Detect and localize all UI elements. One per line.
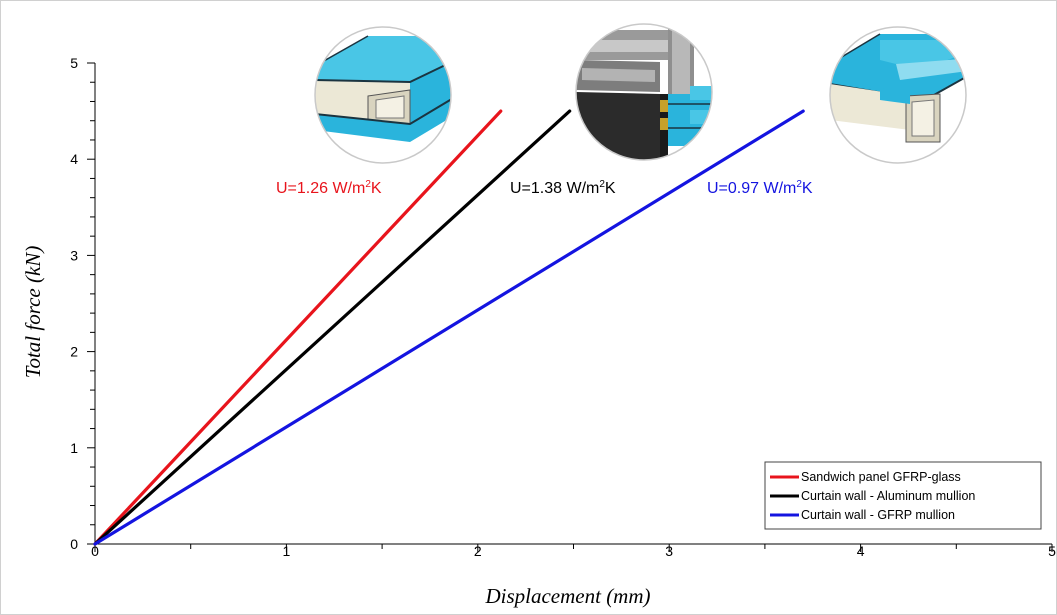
sandwich-panel-line — [93, 109, 503, 546]
u-value-prefix: U=1.38 W/m — [510, 180, 599, 197]
u-value-label-gfrp: U=0.97 W/m2K — [707, 179, 813, 197]
u-value-prefix: U=0.97 W/m — [707, 180, 796, 197]
x-tick-label: 2 — [474, 543, 482, 559]
x-tick-label: 5 — [1048, 543, 1056, 559]
u-value-suffix: K — [802, 180, 813, 197]
legend-label-aluminum: Curtain wall - Aluminum mullion — [801, 489, 975, 503]
aluminum-mullion-section-inset — [575, 23, 713, 161]
u-value-sup: 2 — [796, 179, 802, 190]
x-tick-label: 0 — [91, 543, 99, 559]
legend-label-gfrp: Curtain wall - GFRP mullion — [801, 508, 955, 522]
y-axis-title: Total force (kN) — [21, 246, 45, 379]
y-tick-label: 3 — [70, 247, 78, 263]
u-value-label-aluminum: U=1.38 W/m2K — [510, 179, 616, 197]
u-value-sup: 2 — [599, 179, 605, 190]
x-tick-label: 1 — [283, 543, 291, 559]
aluminum-mullion-line — [93, 109, 572, 546]
u-value-sup: 2 — [365, 179, 371, 190]
y-tick-label: 2 — [70, 344, 78, 360]
y-tick-label: 0 — [70, 536, 78, 552]
tick-labels: 0 1 2 3 4 5 0 1 2 3 4 5 — [70, 55, 1056, 559]
x-axis-title: Displacement (mm) — [484, 584, 650, 608]
series-layer — [93, 109, 805, 546]
sandwich-panel-section-inset — [314, 26, 452, 164]
annotations: U=1.26 W/m2K U=1.38 W/m2K U=0.97 W/m2K — [276, 179, 813, 197]
x-tick-label: 4 — [857, 543, 865, 559]
legend-label-sandwich: Sandwich panel GFRP-glass — [801, 470, 961, 484]
x-tick-label: 3 — [665, 543, 673, 559]
gfrp-mullion-line — [93, 109, 805, 546]
u-value-suffix: K — [605, 180, 616, 197]
u-value-suffix: K — [371, 180, 382, 197]
y-tick-label: 1 — [70, 440, 78, 456]
axis-ticks — [87, 62, 1053, 552]
u-value-label-sandwich: U=1.26 W/m2K — [276, 179, 382, 197]
legend: Sandwich panel GFRP-glass Curtain wall -… — [764, 461, 1042, 530]
legend-box — [764, 461, 1042, 530]
y-tick-label: 5 — [70, 55, 78, 71]
gfrp-mullion-section-inset — [829, 26, 967, 164]
y-tick-label: 4 — [70, 151, 78, 167]
u-value-prefix: U=1.26 W/m — [276, 180, 365, 197]
